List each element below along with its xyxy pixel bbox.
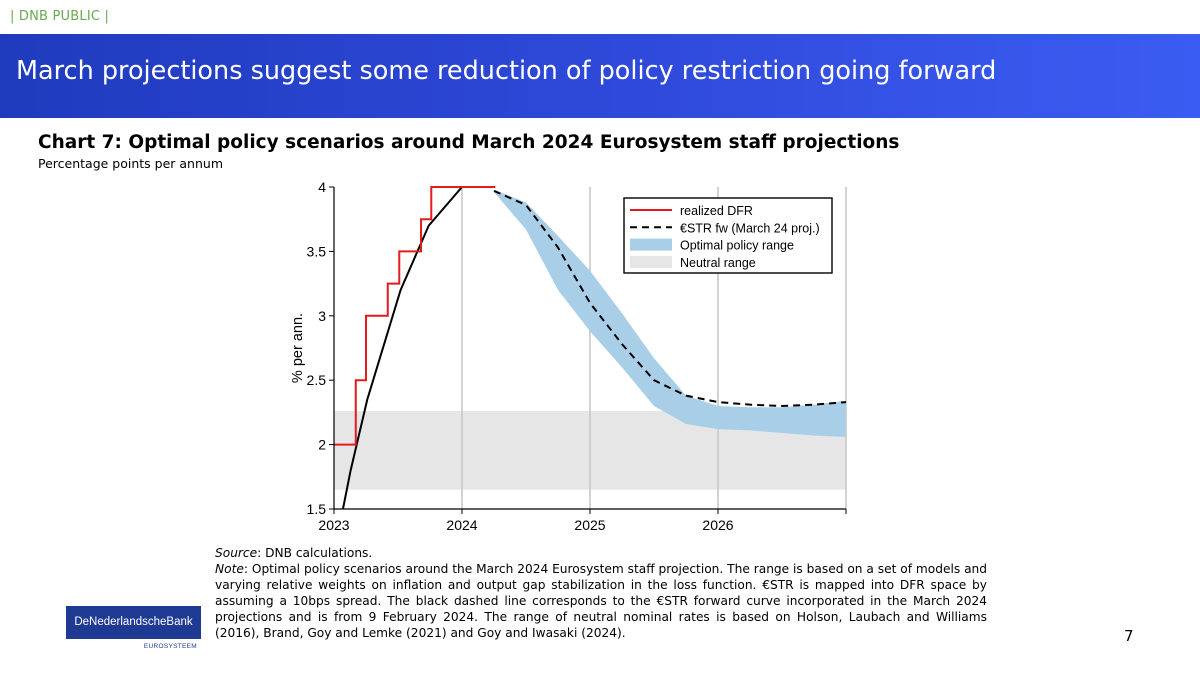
page-number: 7 (1124, 627, 1134, 645)
dnb-logo: DeNederlandscheBank EUROSYSTEEM (66, 606, 201, 650)
estr-forward-line (493, 189, 847, 407)
legend-label: Optimal policy range (680, 239, 794, 253)
note-paragraph: Note: Optimal policy scenarios around th… (215, 561, 987, 641)
legend-label: Neutral range (680, 256, 756, 270)
title-bar: March projections suggest some reduction… (0, 34, 1200, 118)
x-tick-label: 2026 (702, 517, 733, 533)
y-tick-label: 2.5 (307, 372, 327, 388)
chart-title: Chart 7: Optimal policy scenarios around… (38, 132, 900, 153)
source-note: Source: DNB calculations. (215, 545, 987, 561)
legend-swatch-optimal-range (630, 238, 672, 251)
logo-subtitle: EUROSYSTEEM (143, 643, 197, 650)
classification-label: | DNB PUBLIC | (10, 9, 110, 24)
slide-title: March projections suggest some reduction… (16, 56, 997, 86)
y-tick-label: 3 (318, 308, 326, 324)
y-axis-label: % per ann. (290, 313, 306, 383)
x-tick-label: 2024 (446, 517, 477, 533)
y-tick-label: 4 (318, 179, 326, 195)
legend-swatch-neutral-range (630, 255, 672, 268)
y-tick-label: 3.5 (307, 243, 327, 259)
y-tick-label: 1.5 (307, 501, 327, 517)
source-text: : DNB calculations. (257, 546, 373, 560)
x-tick-label: 2023 (318, 517, 349, 533)
chart-subtitle: Percentage points per annum (38, 156, 223, 171)
legend-label: realized DFR (680, 204, 753, 218)
x-tick-label: 2025 (574, 517, 605, 533)
y-tick-label: 2 (318, 437, 326, 453)
chart-notes: Source: DNB calculations. Note: Optimal … (215, 545, 987, 641)
source-label: Source (215, 546, 258, 560)
realized-dfr-line (334, 186, 496, 446)
note-label: Note (215, 562, 244, 576)
logo-wordmark: DeNederlandscheBank (66, 606, 201, 639)
note-text: : Optimal policy scenarios around the Ma… (215, 562, 987, 640)
legend-label: €STR fw (March 24 proj.) (680, 221, 820, 235)
